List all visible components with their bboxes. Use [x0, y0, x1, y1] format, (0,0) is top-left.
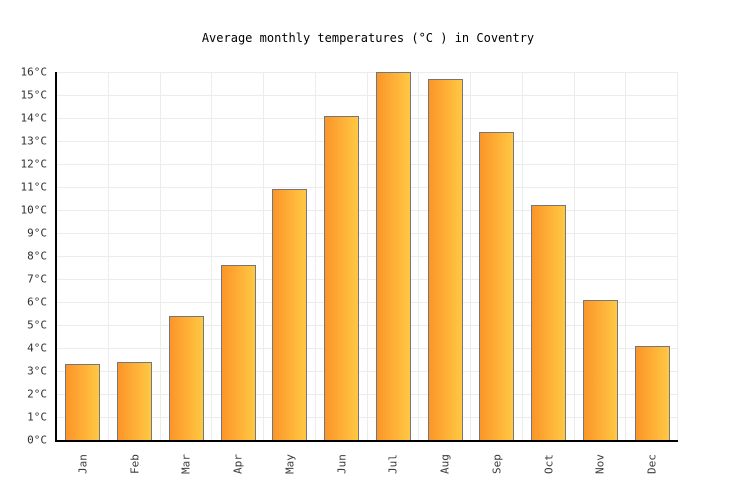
y-tick-label: 6°C: [27, 295, 47, 309]
x-axis-line: [55, 440, 678, 442]
y-tick-label: 12°C: [20, 157, 48, 171]
v-gridline: [107, 72, 109, 440]
x-tick-label: Jul: [386, 454, 400, 474]
x-tick-label: Nov: [593, 454, 607, 474]
y-tick-label: 5°C: [27, 318, 47, 332]
h-gridline: [57, 118, 678, 119]
y-tick-label: 0°C: [27, 433, 47, 447]
y-tick-label: 8°C: [27, 249, 47, 263]
y-tick-label: 15°C: [20, 88, 48, 102]
y-tick-label: 9°C: [27, 226, 47, 240]
y-tick-label: 14°C: [20, 111, 48, 125]
bar-aug: [427, 78, 463, 440]
v-gridline: [521, 72, 523, 440]
y-tick-label: 16°C: [20, 65, 48, 79]
x-tick-label: May: [283, 454, 297, 474]
x-tick-label: Oct: [542, 454, 556, 474]
x-tick-label: Sep: [490, 454, 504, 474]
x-tick-label: Feb: [128, 454, 142, 474]
x-tick-label: Aug: [438, 454, 452, 474]
y-tick-label: 1°C: [27, 410, 47, 424]
h-gridline: [57, 187, 678, 188]
bar-feb: [117, 361, 153, 440]
y-tick-label: 10°C: [20, 203, 48, 217]
x-tick-label: Jun: [335, 454, 349, 474]
h-gridline: [57, 141, 678, 142]
v-gridline: [314, 72, 316, 440]
h-gridline: [57, 233, 678, 234]
x-tick-label: Mar: [179, 454, 193, 474]
y-tick-label: 3°C: [27, 364, 47, 378]
y-tick-label: 11°C: [20, 180, 48, 194]
y-tick-label: 13°C: [20, 134, 48, 148]
bar-oct: [531, 205, 567, 440]
v-gridline: [677, 72, 678, 440]
h-gridline: [57, 72, 678, 73]
bar-nov: [582, 299, 618, 440]
bar-jul: [375, 72, 411, 440]
bar-apr: [220, 265, 256, 440]
x-tick-label: Dec: [645, 454, 659, 474]
x-tick-label: Jan: [76, 454, 90, 474]
v-gridline: [211, 72, 213, 440]
bar-dec: [634, 345, 670, 440]
v-gridline: [470, 72, 471, 440]
h-gridline: [57, 256, 678, 257]
h-gridline: [57, 279, 678, 280]
x-tick-label: Apr: [231, 454, 245, 474]
bar-jan: [65, 364, 101, 440]
plot-area: [57, 72, 678, 440]
bar-mar: [168, 315, 204, 440]
bar-jun: [324, 115, 360, 440]
bar-sep: [479, 131, 515, 440]
v-gridline: [263, 72, 264, 440]
v-gridline: [573, 72, 575, 440]
v-gridline: [366, 72, 368, 440]
h-gridline: [57, 95, 678, 96]
y-tick-label: 7°C: [27, 272, 47, 286]
y-tick-label: 4°C: [27, 341, 47, 355]
v-gridline: [625, 72, 627, 440]
v-gridline: [159, 72, 161, 440]
y-tick-label: 2°C: [27, 387, 47, 401]
h-gridline: [57, 210, 678, 211]
y-axis-line: [55, 72, 57, 442]
v-gridline: [418, 72, 420, 440]
h-gridline: [57, 164, 678, 165]
bar-may: [272, 189, 308, 440]
chart-title: Average monthly temperatures (°C ) in Co…: [201, 31, 535, 45]
